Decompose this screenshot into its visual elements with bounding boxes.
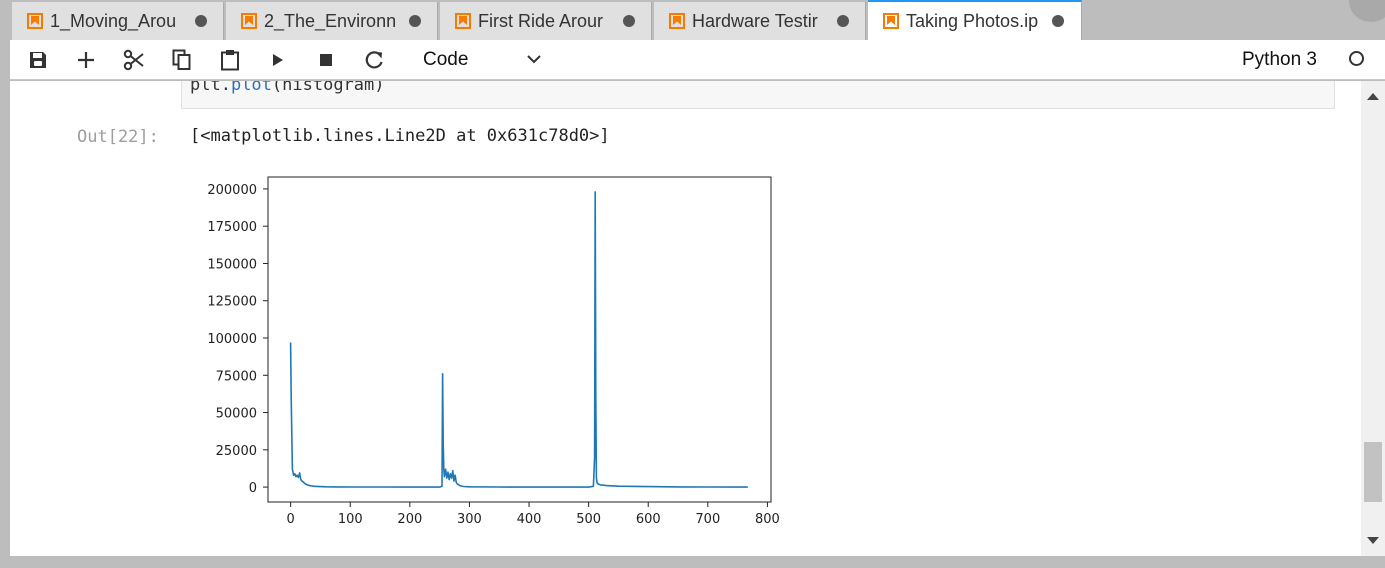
tab-taking-photos[interactable]: Taking Photos.ip <box>868 0 1082 40</box>
x-tick-label: 500 <box>576 512 601 527</box>
x-tick-label: 0 <box>287 512 295 527</box>
histogram-plot: 0 100 200 300 400 500 600 700 800 0 25000 50000 7500… <box>207 176 780 527</box>
code-object: plt. <box>190 81 231 95</box>
unsaved-dot-icon[interactable] <box>837 15 849 27</box>
y-tick-label: 25000 <box>216 444 257 459</box>
x-tick-label: 100 <box>338 512 363 527</box>
x-tick-label: 200 <box>397 512 422 527</box>
copy-button[interactable] <box>170 48 194 72</box>
cell-type-label: Code <box>423 49 469 70</box>
copy-icon <box>172 49 191 70</box>
tab-label: Taking Photos.ip <box>906 10 1039 31</box>
unsaved-dot-icon[interactable] <box>409 15 421 27</box>
series-line <box>289 191 748 488</box>
corner-round-button[interactable] <box>1349 0 1385 22</box>
stop-icon <box>320 54 332 66</box>
y-tick-label: 175000 <box>207 220 257 235</box>
scroll-down-arrow-icon[interactable] <box>1367 537 1379 544</box>
unsaved-dot-icon[interactable] <box>1052 15 1064 27</box>
x-tick-label: 800 <box>755 512 780 527</box>
scroll-thumb[interactable] <box>1364 442 1382 502</box>
stop-button[interactable] <box>314 48 338 72</box>
kernel-status-icon <box>1349 51 1364 66</box>
y-tick-label: 150000 <box>207 257 257 272</box>
tab-hardware-testing[interactable]: Hardware Testir <box>654 2 866 40</box>
notebook-icon <box>883 13 899 29</box>
tab-1-moving-around[interactable]: 1_Moving_Arou <box>12 2 224 40</box>
code-line: plt.plot(histogram) <box>190 81 385 95</box>
plot-frame <box>267 176 772 503</box>
tab-label: Hardware Testir <box>692 10 818 31</box>
kernel-name[interactable]: Python 3 <box>1242 49 1317 70</box>
run-button[interactable] <box>266 48 290 72</box>
tab-label: 2_The_Environn <box>264 10 397 31</box>
y-tick-label: 125000 <box>207 295 257 310</box>
restart-button[interactable] <box>362 48 386 72</box>
y-tick-label: 50000 <box>216 407 257 422</box>
unsaved-dot-icon[interactable] <box>195 15 207 27</box>
scissors-icon <box>123 49 144 71</box>
add-cell-button[interactable] <box>74 48 98 72</box>
tab-first-ride-around[interactable]: First Ride Arour <box>440 2 652 40</box>
tab-bar: 1_Moving_Arou 2_The_Environn First Ride … <box>0 0 1385 40</box>
vertical-scrollbar[interactable] <box>1361 81 1385 556</box>
paste-button[interactable] <box>218 48 242 72</box>
tab-2-the-environment[interactable]: 2_The_Environn <box>226 2 438 40</box>
x-tick-label: 700 <box>695 512 720 527</box>
notebook-toolbar: Code Python 3 <box>10 40 1385 80</box>
tab-label: First Ride Arour <box>478 10 604 31</box>
x-tick-label: 300 <box>457 512 482 527</box>
unsaved-dot-icon[interactable] <box>623 15 635 27</box>
notebook-icon <box>455 13 471 29</box>
x-tick-label: 600 <box>636 512 661 527</box>
cell-type-dropdown[interactable]: Code <box>422 46 548 74</box>
run-icon <box>273 54 283 66</box>
notebook-panel: plt.plot(histogram) Out[22]: [<matplotli… <box>10 81 1361 556</box>
y-tick-label: 75000 <box>216 369 257 384</box>
paste-icon <box>221 50 239 71</box>
code-arguments: (histogram) <box>271 81 385 95</box>
code-cell-input[interactable]: plt.plot(histogram) <box>181 81 1335 109</box>
restart-icon <box>365 51 383 69</box>
y-tick-label: 100000 <box>207 332 257 347</box>
code-function: plot <box>230 81 272 95</box>
output-prompt: Out[22]: <box>77 127 159 147</box>
tab-label: 1_Moving_Arou <box>50 10 177 31</box>
notebook-icon <box>241 13 257 29</box>
save-button[interactable] <box>26 48 50 72</box>
chevron-down-icon <box>527 55 541 64</box>
y-tick-label: 200000 <box>207 183 257 198</box>
x-tick-label: 400 <box>517 512 542 527</box>
y-tick-label: 0 <box>249 481 257 496</box>
output-text: [<matplotlib.lines.Line2D at 0x631c78d0>… <box>190 126 610 146</box>
save-icon <box>30 52 46 68</box>
notebook-icon <box>27 13 43 29</box>
notebook-icon <box>669 13 685 29</box>
scroll-up-arrow-icon[interactable] <box>1367 93 1379 100</box>
plus-icon <box>78 52 94 68</box>
cut-button[interactable] <box>122 48 146 72</box>
